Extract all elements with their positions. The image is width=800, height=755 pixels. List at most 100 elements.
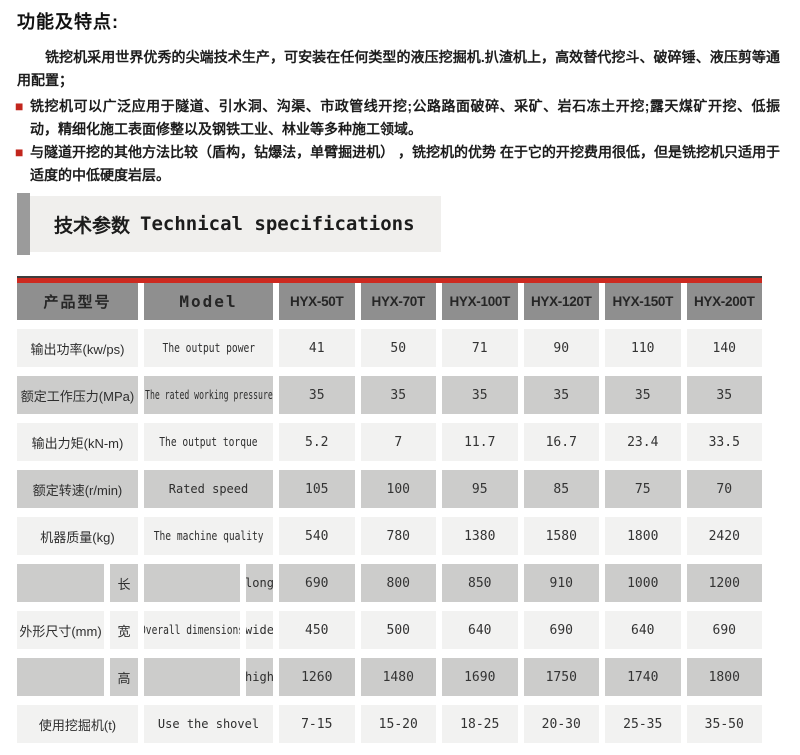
row-value: 1580 (523, 517, 599, 555)
row-sublabel-en: long (246, 564, 273, 602)
header-cell-model: HYX-150T (605, 283, 681, 320)
feature-bullet-text: 与隧道开挖的其他方法比较（盾构，钻爆法，单臂掘进机） ，铣挖机的优势 在于它的开… (30, 144, 780, 183)
table-row: 额定转速(r/min) Rated speed 105 100 95 85 75 70 (17, 470, 762, 508)
row-label-en (144, 564, 240, 602)
row-value: 1750 (523, 658, 599, 696)
row-label-zh: 外形尺寸(mm) (17, 611, 104, 649)
row-value: 1000 (605, 564, 681, 602)
row-value: 105 (279, 470, 355, 508)
row-value: 110 (605, 329, 681, 367)
row-value: 70 (686, 470, 762, 508)
row-value: 35 (442, 376, 518, 414)
row-sublabel-en: wide (246, 611, 273, 649)
row-value: 35 (605, 376, 681, 414)
row-value: 15-20 (360, 705, 436, 743)
section-header: 技术参数 Technical specifications (17, 193, 780, 255)
row-value: 95 (442, 470, 518, 508)
row-label-zh: 输出功率(kw/ps) (17, 329, 138, 367)
row-value: 690 (686, 611, 762, 649)
row-value: 35-50 (686, 705, 762, 743)
row-value: 7-15 (279, 705, 355, 743)
row-label-en: The output torque (144, 423, 273, 461)
row-value: 1260 (279, 658, 355, 696)
table-row: 外形尺寸(mm) 宽 Overall dimensions wide 450 500 640… (17, 611, 762, 649)
row-label-en: The output power (144, 329, 273, 367)
bullet-square-icon: ■ (15, 144, 24, 160)
row-value: 1800 (605, 517, 681, 555)
row-value: 35 (686, 376, 762, 414)
row-value: 35 (523, 376, 599, 414)
row-value: 850 (442, 564, 518, 602)
section-accent-bar (17, 193, 30, 255)
header-cell-model-en: Model (144, 283, 273, 320)
row-value: 800 (360, 564, 436, 602)
row-label-zh (17, 564, 104, 602)
row-value: 690 (523, 611, 599, 649)
row-label-zh: 机器质量(kg) (17, 517, 138, 555)
feature-bullet: ■ 铣挖机可以广泛应用于隧道、引水洞、沟渠、市政管线开挖;公路路面破碎、采矿、岩石… (15, 95, 780, 141)
row-value: 33.5 (686, 423, 762, 461)
row-value: 640 (442, 611, 518, 649)
row-label-zh: 使用挖掘机(t) (17, 705, 138, 743)
row-value: 16.7 (523, 423, 599, 461)
header-cell-model: HYX-200T (686, 283, 762, 320)
row-value: 1690 (442, 658, 518, 696)
row-value: 18-25 (442, 705, 518, 743)
row-value: 11.7 (442, 423, 518, 461)
header-cell-model: HYX-70T (360, 283, 436, 320)
header-cell-model: HYX-50T (279, 283, 355, 320)
row-value: 500 (360, 611, 436, 649)
row-value: 2420 (686, 517, 762, 555)
row-label-zh: 输出力矩(kN-m) (17, 423, 138, 461)
table-row: 使用挖掘机(t) Use the shovel 7-15 15-20 18-25 20-3… (17, 705, 762, 743)
row-value: 640 (605, 611, 681, 649)
row-value: 7 (360, 423, 436, 461)
row-value: 50 (360, 329, 436, 367)
row-label-zh (17, 658, 104, 696)
table-row: 额定工作压力(MPa) The rated working pressure 35 3… (17, 376, 762, 414)
row-value: 140 (686, 329, 762, 367)
row-label-en: Use the shovel (144, 705, 273, 743)
row-value: 41 (279, 329, 355, 367)
bullet-square-icon: ■ (15, 98, 24, 114)
table-row: 机器质量(kg) The machine quality 540 780 1380 158… (17, 517, 762, 555)
spec-table-rows: 输出功率(kw/ps) The output power 41 50 71 90 110 14… (17, 329, 762, 743)
section-title: 技术参数 Technical specifications (30, 196, 441, 252)
table-row: 输出功率(kw/ps) The output power 41 50 71 90 110 14… (17, 329, 762, 367)
row-value: 25-35 (605, 705, 681, 743)
row-label-en: Overall dimensions (144, 611, 240, 649)
row-value: 780 (360, 517, 436, 555)
row-value: 1740 (605, 658, 681, 696)
header-cell-model: HYX-120T (523, 283, 599, 320)
row-value: 910 (523, 564, 599, 602)
section-title-zh: 技术参数 (54, 215, 131, 237)
row-value: 35 (360, 376, 436, 414)
row-sublabel-zh: 宽 (110, 611, 138, 649)
row-label-en (144, 658, 240, 696)
table-top-line (17, 276, 762, 278)
row-label-en: The machine quality (144, 517, 273, 555)
row-value: 1800 (686, 658, 762, 696)
row-value: 450 (279, 611, 355, 649)
row-value: 1200 (686, 564, 762, 602)
row-value: 20-30 (523, 705, 599, 743)
row-value: 540 (279, 517, 355, 555)
feature-bullet: ■ 与隧道开挖的其他方法比较（盾构，钻爆法，单臂掘进机） ，铣挖机的优势 在于它的… (15, 141, 780, 187)
row-value: 5.2 (279, 423, 355, 461)
row-value: 85 (523, 470, 599, 508)
table-red-bar (17, 278, 762, 283)
row-value: 75 (605, 470, 681, 508)
row-value: 35 (279, 376, 355, 414)
spec-table: 产品型号 Model HYX-50T HYX-70T HYX-100T HYX-… (17, 276, 762, 743)
row-value: 690 (279, 564, 355, 602)
row-label-zh: 额定工作压力(MPa) (17, 376, 138, 414)
row-value: 23.4 (605, 423, 681, 461)
row-label-en: Rated speed (144, 470, 273, 508)
row-value: 1480 (360, 658, 436, 696)
row-sublabel-zh: 高 (110, 658, 138, 696)
row-value: 100 (360, 470, 436, 508)
intro-paragraph: 铣挖机采用世界优秀的尖端技术生产，可安装在任何类型的液压挖掘机.扒渣机上，高效替… (17, 49, 780, 88)
row-sublabel-en: high (246, 658, 273, 696)
header-cell-model: HYX-100T (442, 283, 518, 320)
